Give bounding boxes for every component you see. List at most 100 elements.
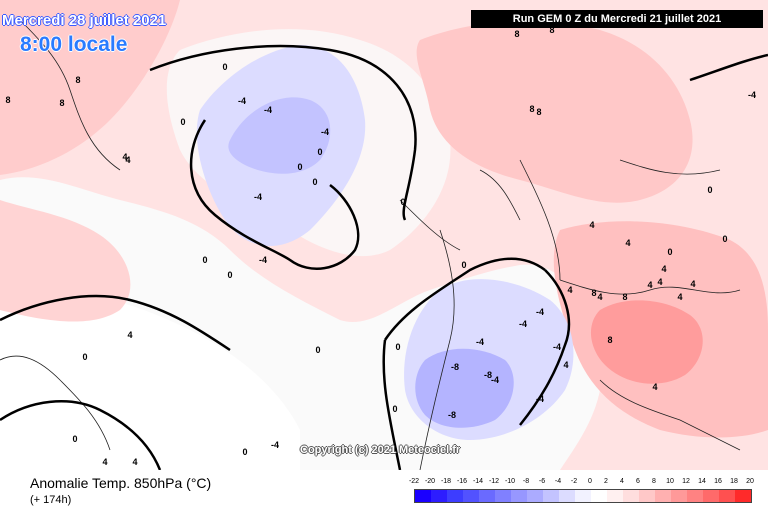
color-scale-swatch <box>511 490 527 502</box>
contour-label: -4 <box>476 337 484 347</box>
contour-label: 0 <box>461 260 466 270</box>
contour-label: 0 <box>315 345 320 355</box>
color-scale-swatch <box>735 490 751 502</box>
contour-label: 4 <box>132 457 137 467</box>
contour-label: 0 <box>227 270 232 280</box>
model-run-banner: Run GEM 0 Z du Mercredi 21 juillet 2021 <box>471 10 763 28</box>
contour-label: 8 <box>536 107 541 117</box>
color-scale-swatch <box>575 490 591 502</box>
contour-label: 0 <box>722 234 727 244</box>
contour-label: 4 <box>127 330 132 340</box>
color-scale-label: 2 <box>604 478 608 485</box>
color-scale-swatch <box>687 490 703 502</box>
contour-label: 8 <box>549 25 554 35</box>
color-scale-swatch <box>623 490 639 502</box>
contour-label: 0 <box>317 147 322 157</box>
color-scale-label: 18 <box>730 478 738 485</box>
contour-label: 0 <box>180 117 185 127</box>
contour-label: 0 <box>202 255 207 265</box>
color-scale-bar <box>414 489 752 503</box>
color-scale-label: -12 <box>488 478 500 485</box>
color-scale-swatch <box>655 490 671 502</box>
contour-label: -4 <box>321 127 329 137</box>
anomaly-zone-colder-france <box>415 348 514 428</box>
color-scale-swatch <box>415 490 431 502</box>
contour-label: 8 <box>59 98 64 108</box>
color-scale-swatch <box>703 490 719 502</box>
color-scale-label: 16 <box>714 478 722 485</box>
contour-label: 4 <box>597 292 602 302</box>
contour-label: 4 <box>677 292 682 302</box>
anomaly-zone-hot-balkans <box>590 300 703 384</box>
color-scale-label: 10 <box>666 478 674 485</box>
contour-label: 8 <box>622 292 627 302</box>
contour-label: 0 <box>667 247 672 257</box>
color-scale-swatch <box>559 490 575 502</box>
anomaly-map: 8884440000-4-4-4-400-408884448844-4-4-8-… <box>0 0 768 470</box>
color-scale-swatch <box>463 490 479 502</box>
contour-label: -4 <box>491 375 499 385</box>
contour-label: 0 <box>82 352 87 362</box>
contour-label: 8 <box>607 335 612 345</box>
lead-time: (+ 174h) <box>30 494 72 506</box>
color-scale-label: 0 <box>588 478 592 485</box>
contour-label: 4 <box>122 152 127 162</box>
contour-label: 0 <box>297 162 302 172</box>
contour-label: 4 <box>563 360 568 370</box>
contour-label: 8 <box>5 95 10 105</box>
variable-title: Anomalie Temp. 850hPa (°C) <box>30 475 212 491</box>
color-scale-label: 14 <box>698 478 706 485</box>
contour-label: -4 <box>264 105 272 115</box>
contour-label: -8 <box>451 362 459 372</box>
color-scale-label: 20 <box>746 478 754 485</box>
color-scale: -22 -20 -18 -16 -14 -12 -10 -8 -6 -4 -2 0 2 4 6 8 10 12 14… <box>408 478 754 508</box>
contour-label: 4 <box>567 285 572 295</box>
contour-label: 4 <box>657 277 662 287</box>
contour-label: 4 <box>652 382 657 392</box>
color-scale-labels: -22 -20 -18 -16 -14 -12 -10 -8 -6 -4 -2 0 2 4 6 8 10 12 14… <box>408 478 754 488</box>
contour-label: 8 <box>529 104 534 114</box>
copyright-notice: Copyright (c) 2021 Meteociel.fr <box>300 444 461 456</box>
anomaly-zone-warm-scandinavia <box>416 21 693 203</box>
contour-label: 0 <box>222 62 227 72</box>
color-scale-label: -16 <box>456 478 468 485</box>
anomaly-zone-colder-arctic <box>228 97 331 174</box>
contour-label: -4 <box>238 96 246 106</box>
anomaly-zone-neutral-atlantic <box>0 291 300 470</box>
contour-label: -4 <box>519 319 527 329</box>
contour-label: 4 <box>690 279 695 289</box>
contour-label: 0 <box>242 447 247 457</box>
color-scale-label: -20 <box>424 478 436 485</box>
map-footer: Anomalie Temp. 850hPa (°C) (+ 174h) -22-… <box>0 470 768 512</box>
color-scale-swatch <box>719 490 735 502</box>
color-scale-label: -10 <box>504 478 516 485</box>
contour-label: 0 <box>72 434 77 444</box>
contour-label: 0 <box>707 185 712 195</box>
forecast-date: Mercredi 28 juillet 2021 <box>2 12 167 29</box>
contour-labels: 8884440000-4-4-4-400-408884448844-4-4-8-… <box>5 25 756 467</box>
color-scale-label: -22 <box>408 478 420 485</box>
color-scale-swatch <box>495 490 511 502</box>
contour-label: 0 <box>400 197 405 207</box>
color-scale-label: -2 <box>570 478 578 485</box>
contour-label: 0 <box>392 404 397 414</box>
contour-label: -8 <box>448 410 456 420</box>
anomaly-zone-warm-labrador <box>0 200 131 322</box>
color-scale-label: 8 <box>652 478 656 485</box>
color-scale-swatch <box>447 490 463 502</box>
color-scale-label: -14 <box>472 478 484 485</box>
contour-label: -4 <box>254 192 262 202</box>
contour-label: 4 <box>625 238 630 248</box>
color-scale-label: -4 <box>554 478 562 485</box>
contour-label: -8 <box>484 370 492 380</box>
color-scale-label: -6 <box>538 478 546 485</box>
color-scale-swatch <box>607 490 623 502</box>
color-scale-swatch <box>479 490 495 502</box>
contour-label: 4 <box>647 280 652 290</box>
anomaly-zone-warm-greenland <box>0 0 180 175</box>
contour-label: -4 <box>536 394 544 404</box>
contour-label: 0 <box>395 342 400 352</box>
contour-label: -4 <box>748 90 756 100</box>
contour-label: 0 <box>312 177 317 187</box>
color-scale-label: 12 <box>682 478 690 485</box>
